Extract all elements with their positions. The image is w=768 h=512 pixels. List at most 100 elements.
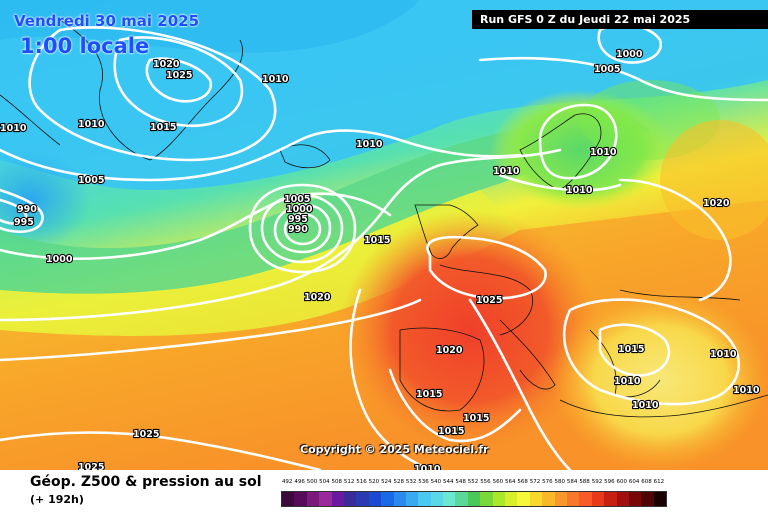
- scale-swatch: [604, 492, 617, 506]
- scale-label: 608: [641, 479, 652, 485]
- isobar-label: 1010: [632, 400, 659, 411]
- isobar-label: 1015: [364, 235, 390, 246]
- scale-label: 512: [343, 479, 355, 485]
- scale-swatch: [566, 492, 580, 506]
- scale-label: 548: [455, 479, 466, 485]
- scale-swatch: [641, 492, 654, 506]
- isobar-label: 1010: [414, 464, 441, 470]
- isobar-label: 1015: [416, 389, 442, 400]
- scale-label: 524: [381, 479, 392, 485]
- scale-label: 552: [467, 479, 479, 485]
- scale-swatch: [517, 492, 530, 506]
- isobars: [0, 23, 768, 470]
- isobar-label: 1000: [46, 254, 73, 265]
- isobar-label: 1025: [476, 295, 502, 306]
- isobar-label: 990: [17, 204, 37, 215]
- isobar-label: 1010: [0, 123, 27, 134]
- scale-label: 492: [281, 479, 293, 485]
- scale-label: 520: [368, 479, 380, 485]
- isobar-label: 1010: [590, 147, 617, 158]
- scale-label: 604: [628, 479, 640, 485]
- local-time: 1:00 locale: [20, 34, 150, 58]
- isobar-label: 1015: [438, 426, 464, 437]
- scale-label: 568: [517, 479, 528, 485]
- isobar-label: 1020: [436, 345, 463, 356]
- scale-label: 496: [294, 479, 305, 485]
- scale-swatch: [356, 492, 369, 506]
- scale-swatch: [405, 492, 419, 506]
- scale-label: 536: [418, 479, 429, 485]
- scale-swatch: [616, 492, 629, 506]
- isobar-label: 1010: [356, 139, 383, 150]
- scale-swatch: [393, 492, 406, 506]
- scale-label: 588: [579, 479, 590, 485]
- scale-swatch: [443, 492, 456, 506]
- scale-swatch: [331, 492, 344, 506]
- isobar-label: 1005: [78, 175, 104, 186]
- isobar-label: 995: [14, 217, 34, 228]
- scale-swatch: [455, 492, 468, 506]
- scale-swatch: [628, 492, 642, 506]
- isobar-label: 1005: [284, 194, 310, 205]
- isobar-label: 1010: [614, 376, 641, 387]
- scale-label: 576: [542, 479, 553, 485]
- isobar-label: 1015: [150, 122, 176, 133]
- scale-swatch: [306, 492, 320, 506]
- scale-label: 556: [480, 479, 491, 485]
- isobar-label: 1025: [133, 429, 159, 440]
- isobar-label: 1000: [616, 49, 643, 60]
- scale-swatch: [505, 492, 518, 506]
- scale-label: 580: [554, 479, 566, 485]
- color-scale: [281, 491, 668, 507]
- isobar-label: 990: [288, 224, 308, 235]
- scale-label: 504: [319, 479, 330, 485]
- scale-label: 572: [529, 479, 541, 485]
- isobar-label: 1010: [262, 74, 289, 85]
- scale-swatch: [542, 492, 555, 506]
- isobar-label: 1025: [78, 462, 104, 470]
- scale-swatch: [591, 492, 605, 506]
- isobar-label: 1020: [703, 198, 730, 209]
- isobar-label: 1010: [733, 385, 760, 396]
- scale-label: 564: [504, 479, 516, 485]
- scale-swatch: [467, 492, 481, 506]
- scale-label: 584: [566, 479, 578, 485]
- scale-label: 560: [492, 479, 504, 485]
- isobar-label: 1010: [710, 349, 737, 360]
- color-scale-labels: 492 496 500 504 508 512 516 520 524 528 532 536 540 5…: [281, 479, 665, 489]
- scale-label: 596: [604, 479, 615, 485]
- forecast-hour: (+ 192h): [30, 493, 84, 506]
- scale-swatch: [492, 492, 506, 506]
- scale-swatch: [529, 492, 543, 506]
- weather-map: 1020 1025 1010 1010 1010 1015 1005 990 9…: [0, 0, 768, 470]
- isobar-label: 1015: [463, 413, 489, 424]
- copyright: Copyright © 2025 Meteociel.fr: [300, 443, 489, 456]
- scale-swatch: [430, 492, 444, 506]
- isobar-label: 1005: [594, 64, 620, 75]
- scale-swatch: [554, 492, 567, 506]
- isobar-label: 995: [288, 214, 308, 225]
- coastlines: [0, 19, 768, 418]
- scale-label: 540: [430, 479, 442, 485]
- scale-label: 532: [405, 479, 417, 485]
- scale-swatch: [368, 492, 382, 506]
- isobar-labels: 1020 1025 1010 1010 1010 1015 1005 990 9…: [0, 48, 761, 470]
- isobar-label: 1010: [493, 166, 520, 177]
- isobar-label: 1010: [566, 185, 593, 196]
- scale-label: 516: [356, 479, 367, 485]
- scale-label: 600: [616, 479, 627, 485]
- scale-swatch: [381, 492, 394, 506]
- isobar-label: 1025: [166, 70, 192, 81]
- isobar-label: 1020: [153, 59, 180, 70]
- scale-label: 612: [653, 479, 665, 485]
- isobar-label: 1000: [286, 204, 313, 215]
- scale-label: 592: [591, 479, 603, 485]
- scale-swatch: [294, 492, 307, 506]
- scale-swatch: [319, 492, 332, 506]
- scale-swatch: [418, 492, 431, 506]
- scale-label: 528: [393, 479, 404, 485]
- product-title: Géop. Z500 & pression au sol: [30, 474, 262, 490]
- isobar-label: 1010: [78, 119, 105, 130]
- run-info: Run GFS 0 Z du Jeudi 22 mai 2025: [472, 10, 768, 29]
- scale-label: 544: [443, 479, 454, 485]
